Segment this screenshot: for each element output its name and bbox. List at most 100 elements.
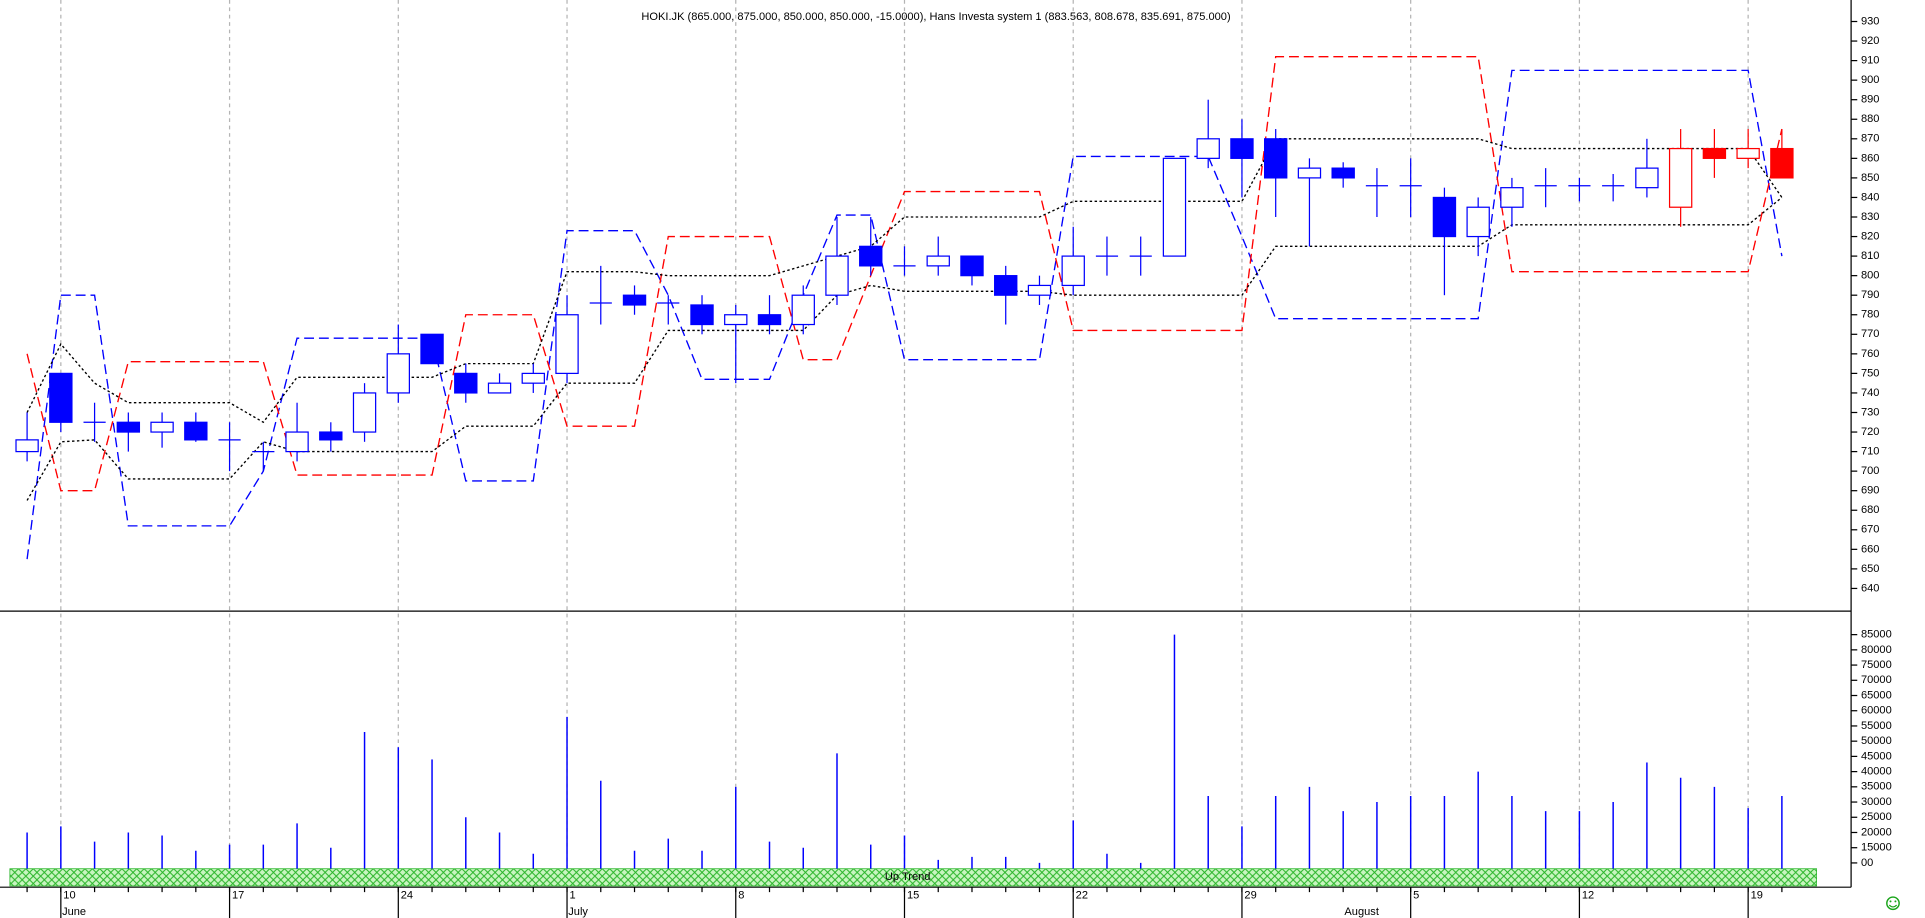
candle [1162, 157, 1187, 257]
candle [83, 402, 106, 442]
candle [825, 217, 849, 305]
y-tick-label: 650 [1861, 563, 1879, 575]
candle [285, 402, 309, 462]
candle [1297, 158, 1322, 247]
y2-tick-label: 60000 [1861, 705, 1892, 717]
candle [1432, 187, 1457, 296]
candle [1602, 173, 1625, 202]
candle [1263, 129, 1288, 218]
candle [116, 412, 141, 452]
candle-body [926, 255, 950, 267]
candle-body [1635, 167, 1659, 189]
candle-body [1027, 284, 1052, 296]
candle [893, 246, 916, 276]
y-tick-label: 850 [1861, 172, 1879, 184]
y-tick-label: 880 [1861, 113, 1879, 125]
candle-body [420, 333, 444, 365]
candle [1365, 168, 1389, 218]
candle-body [1668, 147, 1693, 208]
candle-body [1230, 138, 1254, 159]
volume-bars [26, 634, 1783, 869]
x-tick-label: 19 [1751, 890, 1763, 902]
candle-body [859, 245, 883, 267]
candle [1027, 275, 1052, 305]
candle-body [184, 421, 208, 441]
candle-body [1263, 138, 1288, 179]
y-tick-label: 690 [1861, 485, 1879, 497]
candle-body [319, 431, 343, 441]
candle-body [994, 275, 1018, 296]
y-tick-label: 710 [1861, 446, 1879, 458]
y2-tick-label: 15000 [1861, 842, 1892, 854]
candle-body [285, 431, 309, 453]
x-tick-label: 24 [401, 890, 413, 902]
y-tick-label: 920 [1861, 35, 1879, 47]
candle-body [757, 314, 782, 326]
candle-body [1297, 167, 1322, 179]
candle [1736, 129, 1760, 169]
candle-body [521, 372, 545, 384]
candle-body [960, 255, 984, 277]
candle [1500, 177, 1524, 227]
y-tick-label: 770 [1861, 328, 1879, 340]
candle-body [1500, 187, 1524, 208]
candle-body [555, 314, 579, 375]
y2-tick-label: 80000 [1861, 644, 1892, 656]
y-tick-label: 810 [1861, 250, 1879, 262]
candle-body [487, 382, 512, 394]
candle [859, 217, 883, 276]
candle [521, 363, 545, 393]
candle-body [1061, 255, 1085, 287]
y2-tick-label: 35000 [1861, 781, 1892, 793]
x-tick-label: 22 [1076, 890, 1088, 902]
y-tick-label: 930 [1861, 15, 1879, 27]
candle-body [1770, 147, 1794, 179]
y-tick-label: 870 [1861, 133, 1879, 145]
candle [1399, 158, 1422, 218]
candle-body [454, 372, 478, 394]
y2-tick-label: 40000 [1861, 766, 1892, 778]
x-tick-label: 12 [1582, 890, 1594, 902]
month-label: July [568, 906, 588, 918]
candle-body [1162, 157, 1187, 257]
y2-tick-label: 75000 [1861, 659, 1892, 671]
y2-tick-label: 85000 [1861, 629, 1892, 641]
y-tick-label: 830 [1861, 211, 1879, 223]
candle-body [352, 392, 377, 433]
y-tick-label: 780 [1861, 309, 1879, 321]
candle-body [49, 372, 73, 423]
x-tick-label: 17 [232, 890, 244, 902]
y-tick-label: 820 [1861, 230, 1879, 242]
y2-tick-label: 00 [1861, 857, 1873, 869]
candle [1331, 162, 1355, 188]
y-tick-label: 760 [1861, 348, 1879, 360]
y-tick-label: 640 [1861, 582, 1879, 594]
candle-body [825, 255, 849, 296]
candle [386, 324, 411, 403]
y-tick-label: 840 [1861, 191, 1879, 203]
chart-title: HOKI.JK (865.000, 875.000, 850.000, 850.… [641, 11, 1230, 23]
candle [420, 333, 444, 365]
candle [454, 363, 478, 403]
candle [690, 295, 714, 335]
y-tick-label: 910 [1861, 55, 1879, 67]
y-tick-label: 800 [1861, 270, 1879, 282]
y-tick-label: 740 [1861, 387, 1879, 399]
x-tick-label: 10 [63, 890, 75, 902]
candle-body [15, 439, 39, 453]
x-tick-label: 8 [738, 890, 744, 902]
y2-tick-label: 45000 [1861, 750, 1892, 762]
candle [1568, 177, 1591, 202]
candle [487, 373, 512, 394]
candle [1129, 236, 1152, 276]
y-tick-label: 660 [1861, 543, 1879, 555]
candle-body [690, 304, 714, 326]
y-tick-label: 680 [1861, 504, 1879, 516]
candle-body [1331, 167, 1355, 179]
candle [589, 265, 612, 325]
candle-body [791, 294, 815, 326]
y-tick-label: 900 [1861, 74, 1879, 86]
y-tick-label: 670 [1861, 524, 1879, 536]
